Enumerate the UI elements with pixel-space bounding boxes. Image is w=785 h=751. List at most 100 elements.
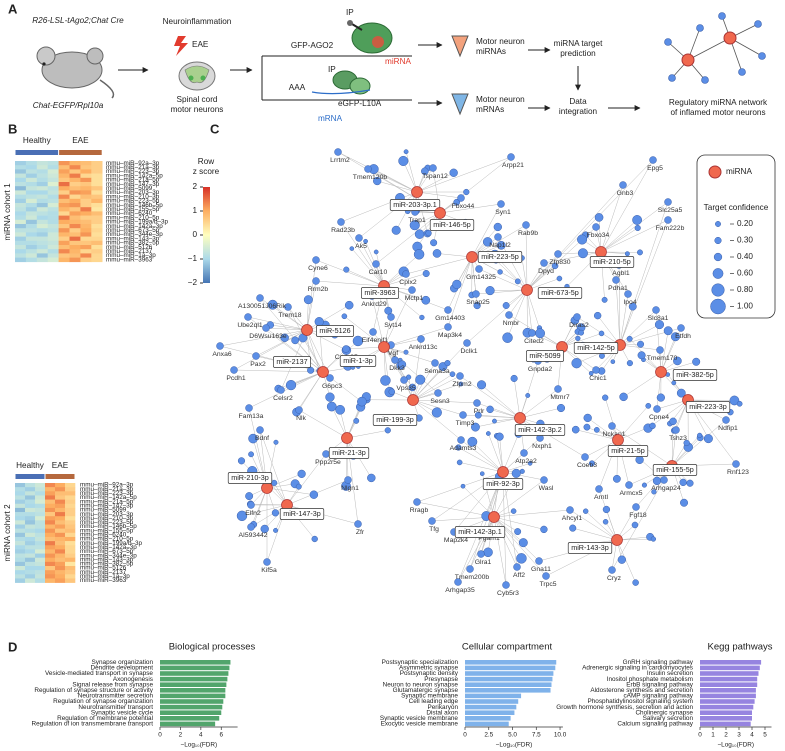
- heatmap-cell: [25, 578, 36, 583]
- edge: [266, 487, 314, 495]
- gene-label: Celsr2: [273, 395, 293, 402]
- mirna-node: [595, 246, 607, 258]
- heatmap-cell: [47, 257, 59, 263]
- panel-label: A: [8, 1, 18, 16]
- heatmap-cell: [35, 499, 46, 505]
- target-node: [472, 290, 480, 298]
- heatmap-cell: [45, 561, 56, 567]
- gene-label: Zfp830: [549, 259, 570, 266]
- heatmap-cell: [58, 249, 70, 254]
- target-node: [444, 360, 451, 367]
- category-label: Axonogenesis: [113, 676, 153, 683]
- heatmap-cell: [69, 211, 81, 216]
- target-node: [455, 444, 462, 451]
- edge: [493, 509, 571, 518]
- heatmap-cell: [35, 553, 46, 558]
- edge: [306, 329, 320, 371]
- gene-label: Cplx2: [399, 279, 417, 286]
- target-node: [632, 503, 640, 511]
- heatmap-cell: [47, 232, 59, 237]
- gene-label: Epg5: [647, 165, 663, 172]
- heatmap-cell: [15, 253, 27, 258]
- edge: [471, 256, 477, 295]
- target-node: [312, 256, 320, 264]
- x-tick-label: 2.5: [484, 732, 493, 739]
- mirna-node: [466, 251, 478, 263]
- gene-label: Gnb3: [617, 190, 634, 197]
- target-node: [349, 246, 355, 251]
- target-node: [479, 471, 485, 476]
- edge: [561, 333, 602, 348]
- gene-label: Anxa6: [212, 351, 231, 358]
- target-node: [342, 345, 350, 353]
- category-label: Cell leading edge: [409, 698, 459, 705]
- row-label: mmu–miR–21a–3p: [106, 164, 160, 171]
- row-label: mmu–miR–21a–5p: [80, 498, 134, 505]
- target-node: [663, 326, 673, 336]
- mirna-label: miR-147-3p: [283, 509, 321, 518]
- heatmap-cell: [55, 499, 66, 505]
- heatmap-cell: [36, 257, 48, 263]
- heatmap-cell: [25, 236, 38, 242]
- x-tick-label: 10.0: [554, 732, 567, 739]
- heatmap-cell: [25, 561, 36, 567]
- gene-label: Zfr: [356, 529, 365, 536]
- edge: [383, 326, 449, 348]
- target-node: [309, 490, 319, 499]
- row-label: mmu–miR–142a–5p: [80, 494, 137, 501]
- mirna-box: [361, 287, 399, 299]
- target-node: [588, 371, 594, 376]
- target-node: [295, 483, 302, 490]
- legend-size-label: 0.40: [737, 252, 753, 261]
- heatmap-cell: [36, 219, 48, 225]
- heatmap-cell: [91, 215, 103, 221]
- heatmap-cell: [36, 161, 48, 166]
- target-node: [482, 237, 493, 247]
- heatmap-cell: [36, 198, 48, 204]
- target-node: [463, 339, 471, 347]
- heatmap-cell: [25, 566, 36, 571]
- colorbar-tick-label: 1: [192, 206, 197, 215]
- target-node: [577, 248, 588, 259]
- row-label: mmu–miR–2137: [106, 248, 153, 255]
- heatmap-cell: [47, 219, 59, 225]
- heatmap-cell: [25, 169, 38, 174]
- mirna-node: [301, 324, 313, 336]
- gene-label: Adamts3: [450, 445, 477, 452]
- legend-mirna-swatch: [708, 165, 722, 179]
- mirna-label: miR-223-3p: [689, 402, 727, 411]
- heatmap-cell: [55, 503, 66, 509]
- target-node: [664, 216, 672, 224]
- target-node: [248, 451, 254, 458]
- edge: [508, 314, 563, 348]
- colorbar-tick-label: −1: [188, 254, 198, 263]
- target-node: [460, 483, 466, 489]
- heatmap-cell: [58, 194, 70, 200]
- mirna-node: [434, 207, 446, 219]
- edge: [259, 297, 324, 373]
- colorbar-tick-label: −2: [188, 278, 198, 287]
- gene-label: Eif4enif1: [362, 337, 389, 344]
- heatmap-cell: [55, 491, 66, 496]
- target-node: [260, 524, 269, 534]
- gene-label: D6Wsu163e: [249, 333, 287, 340]
- target-node: [403, 349, 409, 355]
- row-label: mmu–miR–142a–5p: [106, 172, 163, 179]
- edge: [647, 399, 689, 429]
- edge: [358, 191, 418, 239]
- edge: [488, 433, 504, 473]
- edge: [600, 184, 624, 253]
- target-node: [670, 332, 680, 342]
- category-label: Regulation of synapse organization: [53, 698, 153, 705]
- mirna-node: [261, 482, 273, 494]
- heatmap-cell: [25, 520, 36, 525]
- target-node: [637, 340, 645, 348]
- target-node: [542, 572, 550, 580]
- category-label: Neurotransmitter transport: [78, 704, 153, 711]
- target-node: [628, 302, 637, 311]
- edge: [493, 516, 540, 562]
- heatmap-cell: [25, 228, 38, 233]
- target-node: [421, 167, 429, 176]
- heatmap-cell: [91, 207, 103, 212]
- target-node: [588, 460, 595, 467]
